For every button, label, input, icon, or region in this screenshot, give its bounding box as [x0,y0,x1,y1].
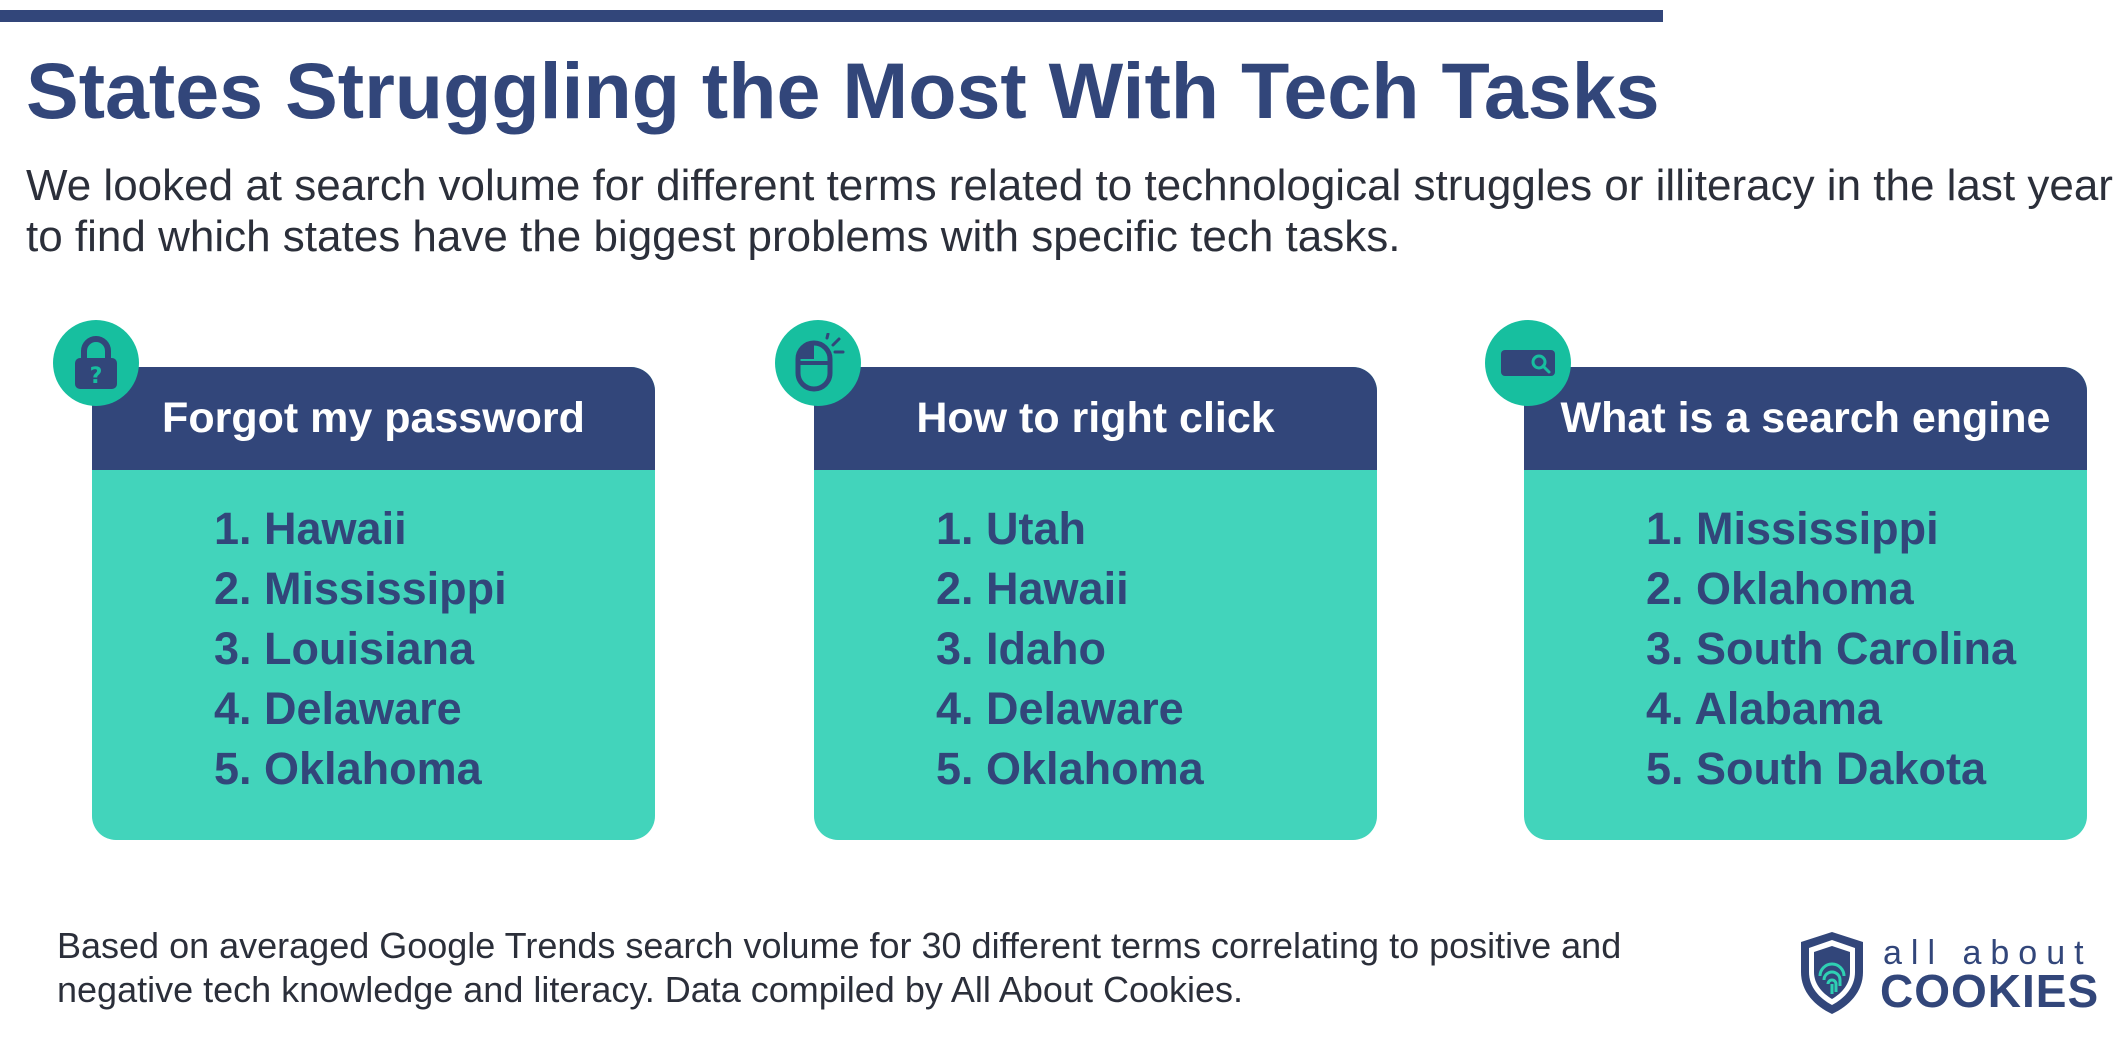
source-note: Based on averaged Google Trends search v… [57,925,1622,1010]
list-item: 2. Oklahoma [1646,563,1914,614]
fingerprint-shield-icon [1801,932,1863,1014]
card-forgot-password: Forgot my password 1. Hawaii 2. Mississi… [92,367,655,840]
list-item: 5. Oklahoma [214,743,482,794]
list-item: 4. Delaware [936,683,1184,734]
list-item: 3. South Carolina [1646,623,2017,674]
list-item: 3. Idaho [936,623,1107,674]
page-title: States Struggling the Most With Tech Tas… [26,46,1660,135]
list-item: 1. Hawaii [214,503,407,554]
card-right-click: How to right click 1. Utah 2. Hawaii 3. … [814,367,1377,840]
logo-text-top: all about [1883,934,2093,972]
state-list: 1. Utah 2. Hawaii 3. Idaho 4. Delaware 5… [936,499,1204,799]
lock-question-icon: ? [53,320,139,406]
top-accent-bar [0,10,1663,22]
card-title: Forgot my password [92,367,655,470]
mouse-click-icon [775,320,861,406]
page-subtitle: We looked at search volume for different… [26,161,2113,261]
state-list: 1. Mississippi 2. Oklahoma 3. South Caro… [1646,499,2016,799]
list-item: 4. Alabama [1646,683,1882,734]
card-title: How to right click [814,367,1377,470]
list-item: 3. Louisiana [214,623,475,674]
list-item: 2. Mississippi [214,563,507,614]
svg-text:?: ? [90,364,103,389]
list-item: 2. Hawaii [936,563,1129,614]
all-about-cookies-logo: all about COOKIES [1795,928,2098,1020]
list-item: 4. Delaware [214,683,462,734]
search-bar-icon [1485,320,1571,406]
state-list: 1. Hawaii 2. Mississippi 3. Louisiana 4.… [214,499,507,799]
card-title: What is a search engine [1524,367,2087,470]
list-item: 1. Mississippi [1646,503,1939,554]
logo-text-bottom: COOKIES [1880,965,2100,1017]
list-item: 1. Utah [936,503,1087,554]
list-item: 5. Oklahoma [936,743,1204,794]
card-search-engine: What is a search engine 1. Mississippi 2… [1524,367,2087,840]
list-item: 5. South Dakota [1646,743,1987,794]
